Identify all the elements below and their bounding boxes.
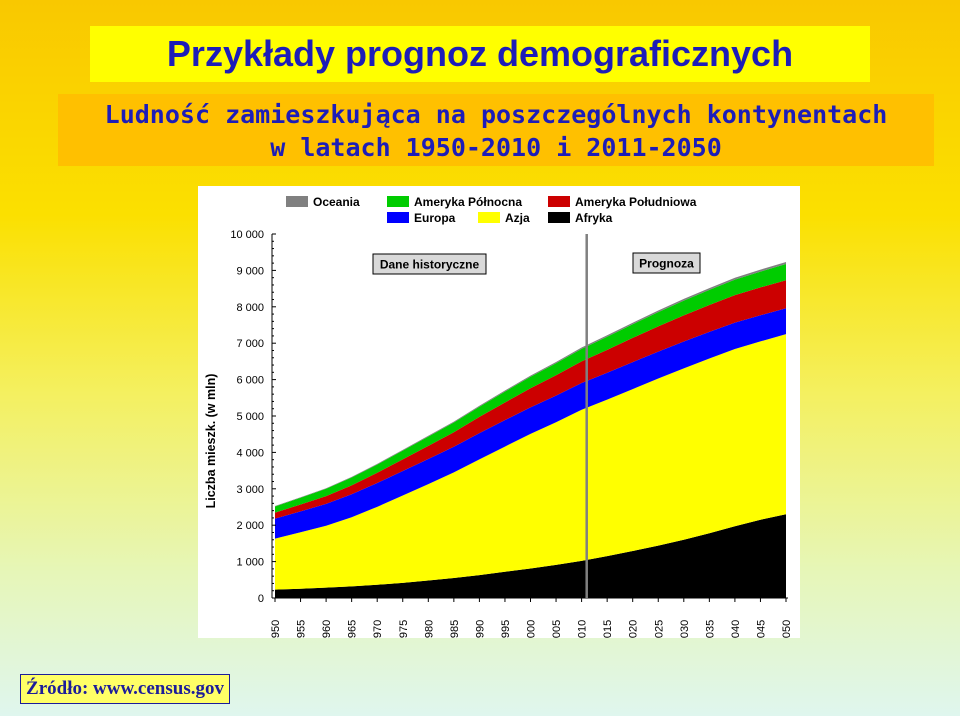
historical-annotation-box	[372, 253, 487, 275]
chart-svg: Oceania Ameryka Północna Ameryka Południow…	[204, 195, 793, 638]
x-tick-label: 2010	[577, 620, 589, 638]
x-tick-label: 1960	[321, 620, 333, 638]
area-ameryka-polnocna	[275, 264, 786, 513]
area-azja	[275, 334, 786, 590]
population-chart: Oceania Ameryka Północna Ameryka Południow…	[198, 186, 800, 638]
legend-swatch-afryka	[548, 212, 570, 223]
x-tick-label: 1975	[398, 620, 410, 638]
x-tick-label: 1965	[347, 620, 359, 638]
x-tick-label: 2030	[679, 620, 691, 638]
legend-label-ameryka-polnocna: Ameryka Północna	[414, 195, 522, 209]
chart-areas	[275, 261, 786, 598]
x-tick-label: 2000	[526, 620, 538, 638]
legend-swatch-azja	[478, 212, 500, 223]
area-afryka	[275, 514, 786, 598]
x-tick-label: 1955	[296, 620, 308, 638]
y-tick-label: 1 000	[236, 557, 264, 569]
legend: Oceania Ameryka Północna Ameryka Południow…	[286, 195, 697, 225]
legend-swatch-ameryka-poludniowa	[548, 196, 570, 207]
area-europa	[275, 308, 786, 539]
legend-label-afryka: Afryka	[575, 211, 613, 225]
y-tick-label: 7 000	[236, 338, 264, 350]
y-tick-label: 10 000	[230, 229, 264, 241]
x-tick-label: 1980	[423, 620, 435, 638]
legend-label-azja: Azja	[505, 211, 530, 225]
subtitle-line-2: w latach 1950-2010 i 2011-2050	[270, 133, 722, 162]
y-tick-label: 4 000	[236, 447, 264, 459]
subtitle-line-1: Ludność zamieszkująca na poszczególnych …	[104, 100, 888, 129]
x-tick-label: 1970	[372, 620, 384, 638]
y-axis-label: Liczba mieszk. (w mln)	[204, 374, 218, 509]
y-tick-label: 6 000	[236, 375, 264, 387]
forecast-annotation-label: Prognoza	[639, 257, 694, 271]
x-tick-label: 1950	[270, 620, 282, 638]
y-tick-label: 5 000	[236, 411, 264, 423]
y-tick-label: 2 000	[236, 520, 264, 532]
legend-swatch-europa	[387, 212, 409, 223]
x-tick-label: 2020	[628, 620, 640, 638]
source-label: Źródło: www.census.gov	[20, 674, 230, 704]
x-tick-label: 1990	[474, 620, 486, 638]
x-tick-label: 2035	[704, 620, 716, 638]
x-tick-label: 2025	[653, 620, 665, 638]
legend-swatch-oceania	[286, 196, 308, 207]
legend-label-oceania: Oceania	[313, 195, 360, 209]
y-tick-label: 9 000	[236, 265, 264, 277]
y-tick-label: 3 000	[236, 484, 264, 496]
y-tick-label: 0	[258, 593, 264, 605]
x-tick-label: 2040	[730, 620, 742, 638]
area-ameryka-poludniowa	[275, 280, 786, 519]
x-tick-label: 2050	[781, 620, 793, 638]
legend-label-europa: Europa	[414, 211, 456, 225]
chart-subtitle: Ludność zamieszkująca na poszczególnych …	[58, 94, 934, 166]
legend-label-ameryka-poludniowa: Ameryka Południowa	[575, 195, 697, 209]
page-title: Przykłady prognoz demograficznych	[90, 26, 870, 82]
x-tick-label: 2005	[551, 620, 563, 638]
historical-annotation-label: Dane historyczne	[380, 258, 480, 272]
chart-annotations: Dane historyczne Prognoza	[372, 234, 701, 598]
x-tick-label: 2045	[755, 620, 767, 638]
x-tick-label: 1995	[500, 620, 512, 638]
x-tick-label: 1985	[449, 620, 461, 638]
y-tick-label: 8 000	[236, 302, 264, 314]
forecast-annotation-box	[632, 252, 701, 274]
chart-axes: 0 1 000 2 000 3 000 4 000 5 000 6 000 7 000 8 00…	[204, 229, 793, 638]
x-tick-label: 2015	[602, 620, 614, 638]
legend-swatch-ameryka-polnocna	[387, 196, 409, 207]
